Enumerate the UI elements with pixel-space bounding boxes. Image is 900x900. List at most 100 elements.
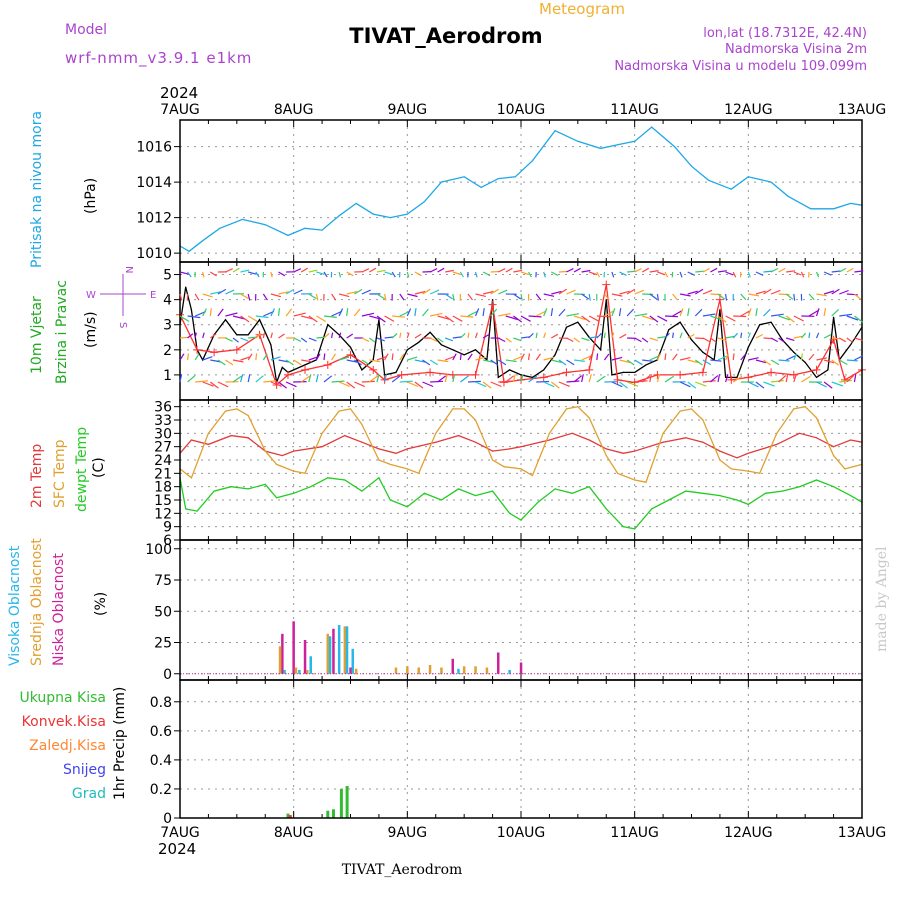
wind-arrow xyxy=(490,381,502,388)
wind-point xyxy=(395,371,397,373)
wind-arrow xyxy=(179,353,185,361)
wind-arrow xyxy=(695,381,707,387)
wind-gust-point xyxy=(346,350,355,359)
wind-arrow xyxy=(467,310,479,317)
wind-arrow xyxy=(763,381,775,387)
pressure-ytick-label: 1016 xyxy=(136,140,172,156)
pressure-point xyxy=(287,234,289,236)
wind-arrow xyxy=(444,355,455,361)
wind-point xyxy=(725,376,727,379)
wind-arrow xyxy=(573,337,581,343)
precip-frame xyxy=(179,679,863,819)
precip-bar-ukupna-kisa xyxy=(332,809,335,818)
wind-arrow xyxy=(361,337,370,342)
wind-arrow xyxy=(331,353,337,361)
wind-arrow xyxy=(278,271,286,277)
wind-arrow xyxy=(770,289,781,295)
wind-arrow xyxy=(528,332,534,339)
temperature-ytick-label: 33 xyxy=(154,413,172,429)
pressure-series-pritisak-na-nivou-mora xyxy=(179,126,863,253)
wind-point xyxy=(770,321,772,323)
wind-arrow xyxy=(293,268,302,273)
temperature-point xyxy=(406,448,408,450)
wind-arrow xyxy=(694,359,703,366)
temperature-point xyxy=(185,508,187,510)
temperature-point xyxy=(264,483,266,486)
wind-arrow xyxy=(649,270,659,273)
temperature-point xyxy=(776,432,778,434)
wind-arrow xyxy=(210,291,221,295)
wind-arrow xyxy=(823,381,833,389)
wind-gust-point xyxy=(232,345,241,354)
pressure-point xyxy=(264,224,266,226)
wind-arrow xyxy=(793,271,802,276)
wind-point xyxy=(850,344,852,346)
temperature-point xyxy=(736,457,738,459)
wind-arrow xyxy=(475,356,486,361)
wind-arrow xyxy=(854,315,863,323)
temperature-point xyxy=(327,477,329,479)
wind-arrow xyxy=(566,380,580,383)
wind-point xyxy=(645,364,647,366)
wind-arrow xyxy=(202,381,214,387)
cloud-bar-visoka-oblacnost xyxy=(337,625,341,674)
wind-point xyxy=(247,334,249,336)
wind-arrow xyxy=(384,353,389,361)
wind-arrow xyxy=(490,288,499,295)
wind-arrow xyxy=(353,308,361,317)
x-label-bottom: 7AUG xyxy=(160,825,200,841)
wind-arrow xyxy=(596,375,606,383)
wind-arrow xyxy=(262,293,268,301)
wind-arrow xyxy=(422,308,429,317)
wind-arrow xyxy=(581,337,590,342)
cloud-bar-srednja-oblacnost xyxy=(485,667,489,674)
temperature-point xyxy=(645,481,647,483)
wind-arrow xyxy=(240,356,251,361)
wind-arrow xyxy=(588,374,592,383)
wind-arrow xyxy=(566,359,575,366)
wind-arrow xyxy=(217,288,227,295)
wind-gust-point xyxy=(397,370,406,379)
temperature-point xyxy=(588,417,590,419)
cloud-bar-srednja-oblacnost xyxy=(406,666,409,674)
temperature-point xyxy=(651,508,653,510)
wind-arrow xyxy=(255,333,262,339)
wind-arrow xyxy=(301,359,312,363)
cloud-ytick-label: 0 xyxy=(163,667,172,683)
cloud-bar-srednja-oblacnost xyxy=(343,626,347,674)
wind-arrow xyxy=(725,374,729,383)
cloud-bar-niska-oblacnost xyxy=(292,621,295,674)
pressure-ytick-label: 1012 xyxy=(136,211,172,227)
wind-arrow xyxy=(815,308,820,317)
wind-arrow xyxy=(725,353,730,361)
wind-arrow xyxy=(535,310,547,317)
temperature-point xyxy=(293,470,295,472)
wind-gust-point xyxy=(539,373,548,382)
wind-arrow xyxy=(778,375,787,383)
wind-arrow xyxy=(346,333,354,339)
wind-point xyxy=(832,316,835,318)
pressure-point xyxy=(747,176,749,178)
temperature-point xyxy=(832,454,835,457)
temperature-point xyxy=(571,492,573,494)
temperature-point xyxy=(491,459,494,461)
wind-arrow xyxy=(179,374,183,383)
temperature-ytick-label: 21 xyxy=(154,466,172,482)
wind-arrow xyxy=(603,353,610,361)
cloud-ytick-label: 100 xyxy=(145,542,172,558)
wind-arrow xyxy=(785,374,789,383)
wind-arrow xyxy=(687,290,698,295)
wind-arrow xyxy=(399,332,402,339)
wind-arrow xyxy=(384,315,395,322)
wind-gust-point xyxy=(585,365,594,374)
cloud-bar-visoka-oblacnost xyxy=(328,636,332,674)
wind-arrow xyxy=(278,291,289,295)
temperature-point xyxy=(850,494,852,497)
wind-arrow xyxy=(778,267,786,273)
wind-arrow xyxy=(717,293,726,300)
cloud-bar-visoka-oblacnost xyxy=(457,668,460,674)
page-title: TIVAT_Aerodrom xyxy=(349,24,542,48)
wind-arrow xyxy=(459,332,466,339)
wind-arrow xyxy=(581,269,591,273)
pressure-point xyxy=(707,179,710,181)
